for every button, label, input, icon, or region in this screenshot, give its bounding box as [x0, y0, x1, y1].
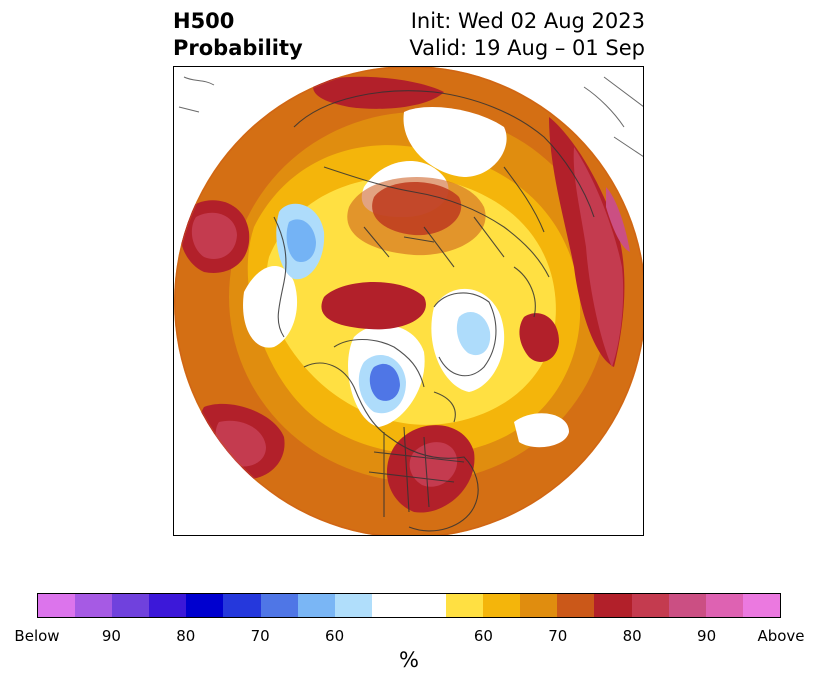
- colorbar-segment: [520, 594, 558, 617]
- mid-atlantic-red: [519, 313, 559, 362]
- exterior-coastlines: [178, 76, 643, 157]
- colorbar-tick-label: Above: [757, 627, 805, 645]
- hudson-blue: [369, 363, 400, 401]
- central-canada-red: [321, 282, 426, 330]
- colorbar-segment: [112, 594, 150, 617]
- east-asia-blue: [286, 219, 316, 263]
- colorbar-segment: [705, 594, 743, 617]
- neutral-europe: [403, 107, 507, 177]
- colorbar-segment: [594, 594, 632, 617]
- colorbar-tick-label: 80: [622, 627, 642, 645]
- colorbar-segment: [371, 594, 409, 617]
- colorbar-tick-label: 90: [101, 627, 121, 645]
- colorbar-segment: [297, 594, 335, 617]
- eastern-us-core: [409, 442, 458, 487]
- colorbar-tick-label: 90: [697, 627, 717, 645]
- map-panel: [173, 66, 644, 536]
- colorbar-segment: [446, 594, 484, 617]
- colorbar-tick-label: 80: [176, 627, 196, 645]
- colorbar-unit-label: %: [399, 648, 419, 672]
- colorbar-segment: [668, 594, 706, 617]
- colorbar-segment: [260, 594, 298, 617]
- colorbar-tick-label: 60: [325, 627, 345, 645]
- colorbar-segment: [223, 594, 261, 617]
- colorbar-segment: [38, 594, 76, 617]
- colorbar-segment: [408, 594, 447, 617]
- polar-probability-map: [174, 67, 643, 535]
- map-title: H500 Probability: [173, 8, 303, 62]
- colorbar-tick-label: 60: [473, 627, 493, 645]
- title-line-1: H500: [173, 9, 235, 33]
- colorbar-segment: [483, 594, 521, 617]
- neutral-atlantic: [514, 413, 569, 448]
- north-atlantic-core: [573, 147, 624, 367]
- colorbar-segment: [186, 594, 224, 617]
- greenland-blue: [456, 312, 491, 356]
- probability-colorbar: [37, 593, 781, 618]
- valid-range-label: Valid: 19 Aug – 01 Sep: [409, 36, 645, 60]
- siberia-outer: [347, 177, 486, 256]
- colorbar-segment: [334, 594, 372, 617]
- colorbar-segment: [149, 594, 187, 617]
- colorbar-tick-label: Below: [14, 627, 60, 645]
- colorbar-segment: [631, 594, 669, 617]
- title-line-2: Probability: [173, 36, 303, 60]
- colorbar-tick-label: 70: [250, 627, 270, 645]
- colorbar-segment: [557, 594, 595, 617]
- globe-edge: [174, 67, 643, 535]
- colorbar-segment: [742, 594, 780, 617]
- atlantic-pink: [606, 187, 630, 252]
- north-pacific-core: [191, 212, 237, 259]
- date-info: Init: Wed 02 Aug 2023 Valid: 19 Aug – 01…: [409, 8, 645, 62]
- colorbar-tick-label: 70: [548, 627, 568, 645]
- init-date-label: Init: Wed 02 Aug 2023: [410, 9, 645, 33]
- coastlines: [273, 90, 595, 532]
- colorbar-segment: [75, 594, 113, 617]
